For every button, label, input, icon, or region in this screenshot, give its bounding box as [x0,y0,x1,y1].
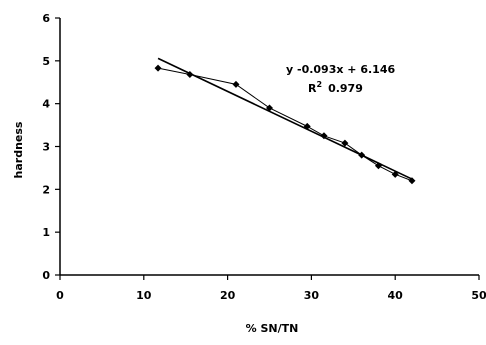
x-tick-label: 30 [304,289,320,302]
x-tick-label: 10 [136,289,152,302]
data-point-diamond [186,71,194,79]
y-tick-label: 1 [42,226,50,239]
data-point-diamond [391,170,399,178]
data-point-diamond [266,104,273,112]
r-squared-label: R [308,82,317,95]
data-point-diamond [341,139,349,147]
data-point-diamond [303,122,311,130]
data-point-diamond [232,80,240,88]
x-axis-title: % SN/TN [246,322,299,335]
y-tick-label: 3 [42,141,50,154]
x-tick-label: 20 [220,289,236,302]
trendline [157,57,413,180]
data-point-diamond [358,151,366,159]
series-line [157,67,413,182]
data-point-diamond [374,162,382,170]
trendline-equation: y -0.093x + 6.146 [286,63,395,76]
y-tick-label: 6 [42,12,50,25]
data-point-diamond [408,177,416,185]
plot-area: 0 1 2 3 4 5 6 0 10 20 30 40 50 [42,12,486,302]
y-tick-label: 0 [42,269,50,282]
y-tick-label: 5 [42,55,50,68]
x-tick-label: 0 [56,289,64,302]
y-tick-label: 2 [42,183,50,196]
r-squared-annotation: R2 0.979 [308,80,363,95]
data-point-diamond [320,132,328,140]
x-tick-label: 40 [388,289,404,302]
y-axis-title: hardness [12,121,25,178]
data-point-diamond [154,64,162,72]
r-squared-superscript: 2 [316,80,322,89]
y-tick-label: 4 [42,98,50,111]
x-tick-label: 50 [471,289,486,302]
r-squared-value: 0.979 [328,82,363,95]
